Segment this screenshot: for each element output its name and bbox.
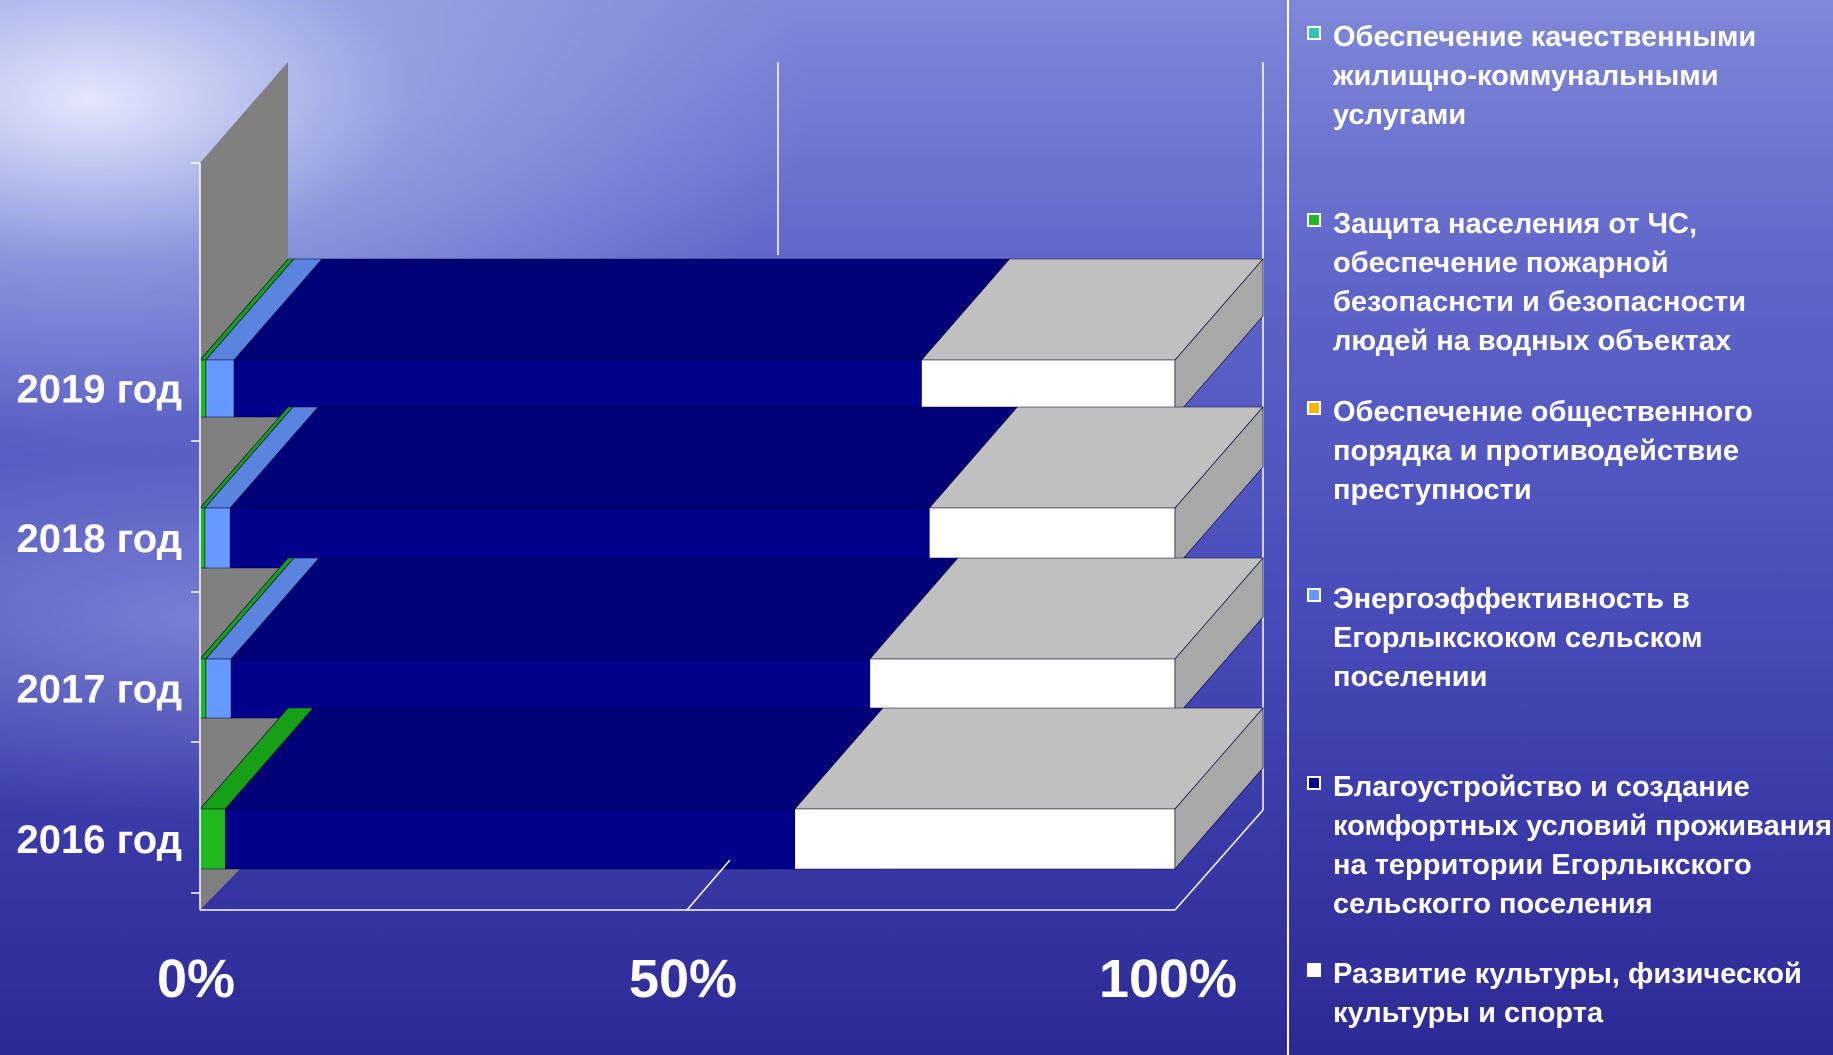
legend-label: Энергоэффективность в Егорлыкскоком сель…	[1333, 583, 1703, 693]
y-tick-label: 2017 год	[16, 668, 182, 712]
legend-swatch	[1307, 588, 1321, 602]
x-tick-label: 0%	[157, 949, 235, 1009]
legend-swatch	[1307, 26, 1321, 40]
y-tick-label: 2018 год	[16, 517, 182, 561]
bar-segment	[225, 808, 796, 870]
bar-segment	[205, 359, 235, 418]
floor-gridline-50	[686, 859, 731, 911]
bar-segment-top	[233, 258, 1011, 361]
bar-segment	[794, 808, 1176, 870]
bar-2016-год	[199, 707, 1264, 870]
bar-2018-год	[199, 406, 1264, 569]
legend: Обеспечение качественными жилищно-коммун…	[1287, 0, 1833, 1055]
legend-label: Обеспечение качественными жилищно-коммун…	[1333, 21, 1757, 131]
bars-group	[199, 258, 1264, 870]
bar-segment-top	[229, 406, 1018, 509]
bar-2019-год	[199, 258, 1264, 418]
bar-segment-side	[1174, 406, 1264, 569]
labels-group: 2019 год 2018 год 2017 год 2016 год 0% 50% 100…	[16, 162, 1237, 1009]
legend-label: Благоустройство и создание комфортных ус…	[1333, 771, 1832, 920]
bar-segment-side	[1174, 258, 1264, 418]
bar-segment	[199, 808, 226, 870]
legend-swatch	[1307, 776, 1321, 790]
bar-segment	[199, 658, 207, 719]
axes-group	[199, 163, 1264, 911]
bar-segment-top	[224, 707, 884, 810]
legend-label: Обеспечение общественного порядка и прот…	[1333, 396, 1753, 506]
legend-label: Развитие культуры, физической культуры и…	[1333, 958, 1802, 1029]
bar-segment	[204, 507, 231, 569]
y-tick-label: 2019 год	[16, 368, 182, 412]
legend-swatch	[1307, 401, 1321, 415]
bar-segment	[205, 658, 232, 719]
bar-segment	[199, 359, 207, 418]
legend-swatch	[1307, 213, 1321, 227]
stacked-bar-chart: 2019 год 2018 год 2017 год 2016 год 0% 50% 100…	[16, 62, 1264, 1009]
bar-segment-side	[1174, 707, 1264, 870]
x-tick-label: 50%	[629, 949, 737, 1009]
x-tick-label: 100%	[1099, 949, 1237, 1009]
bar-segment-side	[1174, 557, 1264, 719]
bar-segment-top	[230, 557, 959, 660]
legend-swatch	[1307, 963, 1321, 977]
legend-label: Защита населения от ЧС, обеспечение пожа…	[1333, 208, 1747, 357]
x-axis-floor-right	[1174, 809, 1264, 911]
bar-2017-год	[199, 557, 1264, 719]
y-tick-label: 2016 год	[16, 818, 182, 862]
